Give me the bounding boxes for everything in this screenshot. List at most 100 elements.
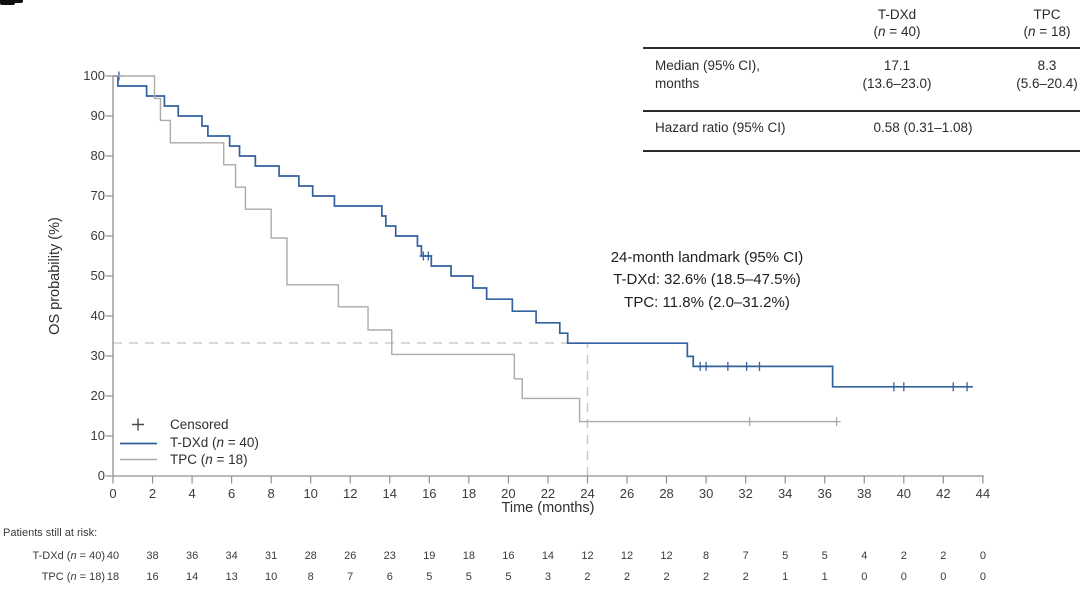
x-tick-label: 34 [777,486,793,501]
y-tick-label: 70 [90,188,105,203]
censor-mark-tdxd [899,382,908,392]
risk-value: 16 [502,550,515,562]
stats-median-tpc-2: (5.6–20.4) [1016,76,1078,91]
y-tick-label: 50 [90,268,105,283]
censor-mark-tdxd [889,382,898,392]
stats-median-tpc-1: 8.3 [1037,58,1057,73]
risk-value: 40 [106,550,120,562]
stats-median-label-1: Median (95% CI), [655,58,761,73]
x-tick-label: 24 [580,486,595,501]
risk-value: 2 [940,550,947,562]
censor-mark-tdxd [949,382,958,392]
x-tick-label: 10 [303,486,318,501]
km-curve-tpc [113,75,837,423]
stats-col2-header: TPC [1033,7,1061,22]
y-tick-label: 0 [97,468,105,483]
y-tick-label: 40 [90,308,105,323]
x-tick-label: 18 [461,486,477,501]
risk-value: 2 [900,550,907,562]
risk-value: 31 [265,550,278,562]
risk-row-label-tpc: TPC (n = 18) [41,571,105,583]
stats-hazard-label: Hazard ratio (95% CI) [655,120,786,135]
risk-value: 6 [386,571,393,583]
stats-rule-top [643,47,1080,49]
risk-value: 1 [782,571,789,583]
risk-value: 38 [146,550,159,562]
censor-mark-tdxd [755,361,764,371]
risk-value: 0 [940,571,947,583]
risk-value: 5 [465,571,472,583]
landmark-annotation: 24-month landmark (95% CI) T-DXd: 32.6% … [540,247,874,314]
risk-value: 12 [581,550,594,562]
x-tick-label: 14 [382,486,397,501]
risk-value: 5 [426,571,433,583]
censor-mark-tdxd [742,361,751,371]
annotation-line-1: 24-month landmark (95% CI) [610,249,804,266]
risk-value: 2 [584,571,591,583]
y-tick-label: 100 [83,68,105,83]
x-tick-label: 2 [148,486,157,501]
risk-value: 0 [979,571,986,583]
annotation-line-3: TPC: 11.8% (2.0–31.2%) [624,293,790,311]
x-tick-label: 4 [188,486,196,501]
risk-value: 5 [505,571,512,583]
x-tick-label: 16 [422,486,437,501]
x-tick-label: 44 [975,486,991,501]
risk-value: 0 [900,571,907,583]
stats-col1-header: T-DXd [877,7,917,22]
risk-value: 2 [742,571,749,583]
risk-value: 18 [106,571,120,583]
x-tick-label: 12 [343,486,358,501]
legend-censored-plus-icon [132,418,144,431]
risk-value: 4 [861,550,868,562]
stats-table: T-DXd (n = 40) TPC (n = 18) Median (95% … [643,4,1080,154]
risk-value: 14 [185,571,199,583]
stats-hazard-value: 0.58 (0.31–1.08) [873,120,973,135]
x-tick-label: 36 [817,486,832,501]
censor-mark-tpc [832,417,841,427]
x-tick-label: 38 [857,486,872,501]
legend-series1-label: T-DXd (n = 40) [170,435,259,450]
x-tick-label: 20 [501,486,516,501]
x-tick-label: 6 [227,486,236,501]
risk-value: 8 [703,550,710,562]
x-tick-label: 0 [109,486,117,501]
risk-value: 12 [620,550,634,562]
risk-value: 18 [462,550,475,562]
censor-mark-tdxd [702,361,711,371]
stats-median-tdxd-2: (13.6–23.0) [862,76,932,91]
risk-value: 2 [623,571,631,583]
risk-row-label-tdxd: T-DXd (n = 40) [32,550,105,562]
censor-mark-tdxd [723,361,732,371]
x-tick-label: 32 [738,486,753,501]
y-tick-label: 20 [90,388,105,403]
risk-value: 36 [185,550,199,562]
stats-median-tdxd-1: 17.1 [883,58,911,73]
risk-value: 16 [146,571,159,583]
risk-value: 14 [541,550,555,562]
x-tick-label: 40 [896,486,912,501]
risk-value: 2 [703,571,710,583]
risk-value: 0 [861,571,868,583]
y-tick-label: 30 [90,348,105,363]
risk-table-title: Patients still at risk: [3,527,98,539]
x-tick-label: 30 [698,486,714,501]
censor-mark-tpc [745,417,754,427]
risk-value: 5 [782,550,789,562]
x-tick-label: 8 [267,486,275,501]
x-tick-label: 42 [936,486,951,501]
x-tick-label: 26 [619,486,635,501]
km-curve-tdxd [113,75,973,388]
x-axis-title: Time (months) [501,500,595,516]
censor-mark-tdxd [963,382,972,392]
x-tick-label: 22 [540,486,556,501]
y-tick-label: 10 [90,428,105,443]
stats-col2-n: (n = 18) [1023,24,1071,39]
risk-value: 19 [423,550,436,562]
censor-mark-tdxd [424,251,433,261]
risk-value: 28 [304,550,317,562]
y-tick-label: 90 [90,108,105,123]
annotation-line-2: T-DXd: 32.6% (18.5–47.5%) [613,271,801,289]
risk-value: 0 [979,550,986,562]
